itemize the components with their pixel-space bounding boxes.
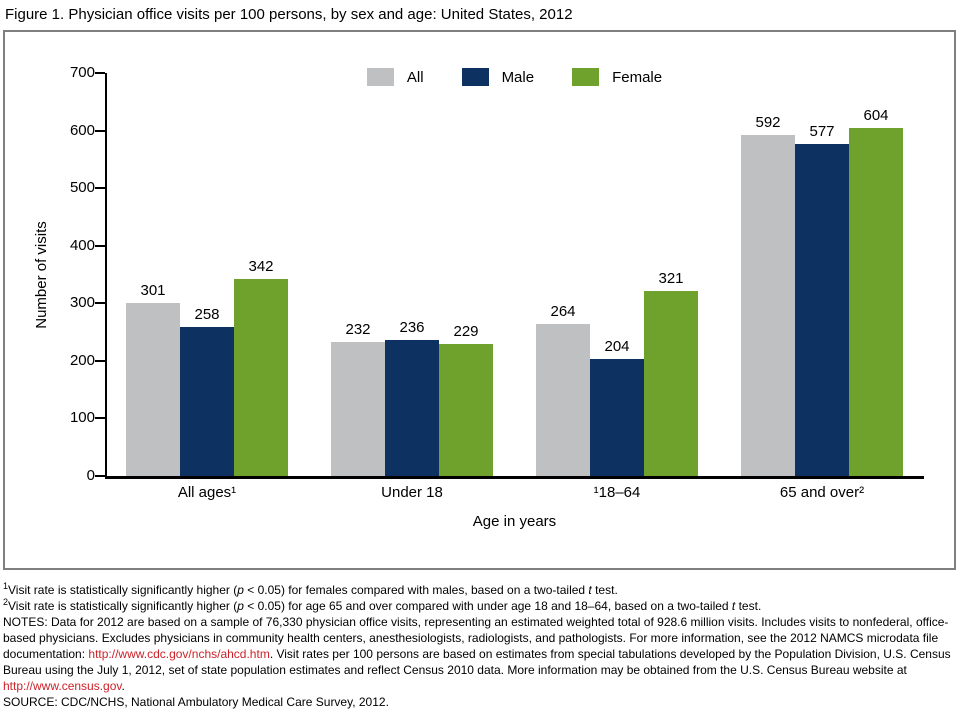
bar-female-group1	[234, 279, 288, 476]
footnote-1: 1Visit rate is statistically significant…	[3, 582, 955, 598]
chart-panel: All Male Female 0 100 200 300 400 500 600 700 301 2…	[3, 30, 956, 570]
bar-value-label: 264	[550, 303, 576, 320]
cdc-nchs-link[interactable]: http://www.cdc.gov/nchs/ahcd.htm	[88, 647, 270, 661]
chart-legend: All Male Female	[105, 68, 924, 86]
legend-swatch-female	[572, 68, 600, 86]
bar-value-label: 577	[809, 123, 835, 140]
y-tick-label: 100	[69, 409, 95, 427]
legend-label: Male	[501, 68, 535, 86]
footnote-text: test.	[591, 583, 618, 597]
footnote-text: SOURCE: CDC/NCHS, National Ambulatory Me…	[3, 695, 389, 709]
y-tick-mark	[95, 417, 105, 420]
footnote-text: t	[731, 599, 736, 613]
notes: NOTES: Data for 2012 are based on a samp…	[3, 614, 955, 694]
legend-label: Female	[612, 68, 663, 86]
footnote-text: test.	[735, 599, 762, 613]
x-axis-title: Age in years	[472, 513, 557, 530]
footnote-text: < 0.05) for females compared with males,…	[243, 583, 589, 597]
footnote-text: p	[237, 599, 244, 613]
footnote-text: < 0.05) for age 65 and over compared wit…	[243, 599, 732, 613]
footnote-text: NOTES: Data for 2012 are based on a samp…	[3, 615, 949, 661]
y-tick-mark	[95, 302, 105, 305]
bar-value-label: 236	[399, 319, 425, 336]
footnote-2: 2Visit rate is statistically significant…	[3, 598, 955, 614]
y-tick-label: 200	[69, 351, 95, 369]
legend-item-all: All	[366, 68, 424, 86]
bar-value-label: 229	[453, 323, 479, 340]
bar-female-group4	[849, 128, 903, 476]
legend-label: All	[406, 68, 424, 86]
x-category-label: Under 18	[381, 484, 443, 501]
y-tick-mark	[95, 187, 105, 190]
figure-title: Figure 1. Physician office visits per 10…	[5, 6, 573, 23]
bar-male-group2	[385, 340, 439, 476]
y-tick-label: 0	[86, 467, 95, 484]
bar-all-group3	[536, 324, 590, 476]
footnotes-block: 1Visit rate is statistically significant…	[3, 582, 955, 710]
y-tick-mark	[95, 359, 105, 362]
bar-male-group3	[590, 359, 644, 476]
x-category-label: ¹18–64	[593, 484, 641, 501]
footnote-text: . Visit rates per 100 persons are based …	[3, 647, 951, 677]
bar-all-group4	[741, 135, 795, 476]
bar-female-group3	[644, 291, 698, 476]
bar-value-label: 301	[140, 282, 166, 299]
bar-value-label: 604	[863, 107, 889, 124]
x-axis-line	[105, 476, 924, 479]
bar-value-label: 232	[345, 321, 371, 338]
x-category-label: 65 and over²	[779, 484, 865, 501]
y-tick-mark	[95, 72, 105, 74]
y-tick-mark	[95, 244, 105, 247]
y-tick-label: 600	[69, 121, 95, 139]
bar-all-group1	[126, 303, 180, 476]
footnote-text: .	[121, 679, 125, 693]
footnote-superscript: 2	[3, 597, 9, 607]
bar-male-group1	[180, 327, 234, 476]
bar-value-label: 321	[658, 270, 684, 287]
bar-value-label: 258	[194, 306, 220, 323]
y-tick-mark	[95, 129, 105, 132]
footnote-text: Visit rate is statistically significantl…	[8, 583, 238, 597]
bar-all-group2	[331, 342, 385, 476]
y-axis-line	[105, 73, 107, 479]
census-link[interactable]: http://www.census.gov	[3, 679, 122, 693]
legend-swatch-all	[366, 68, 394, 86]
bar-female-group2	[439, 344, 493, 476]
source-line: SOURCE: CDC/NCHS, National Ambulatory Me…	[3, 694, 955, 710]
y-tick-label: 300	[69, 294, 95, 312]
legend-item-male: Male	[461, 68, 535, 86]
footnote-text: t	[588, 583, 592, 597]
legend-item-female: Female	[572, 68, 662, 86]
bar-male-group4	[795, 144, 849, 476]
x-category-label: All ages¹	[177, 484, 237, 501]
y-axis-title: Number of visits	[33, 221, 50, 329]
y-tick-mark	[95, 475, 105, 477]
footnote-text: p	[237, 583, 244, 597]
bar-value-label: 204	[604, 338, 630, 355]
legend-swatch-male	[461, 68, 489, 86]
footnote-text: Visit rate is statistically significantl…	[8, 599, 238, 613]
bar-value-label: 592	[755, 114, 781, 131]
y-tick-label: 400	[69, 236, 95, 254]
bar-value-label: 342	[248, 258, 274, 275]
y-tick-label: 500	[69, 179, 95, 197]
y-tick-label: 700	[69, 64, 95, 81]
footnote-superscript: 1	[3, 581, 9, 591]
